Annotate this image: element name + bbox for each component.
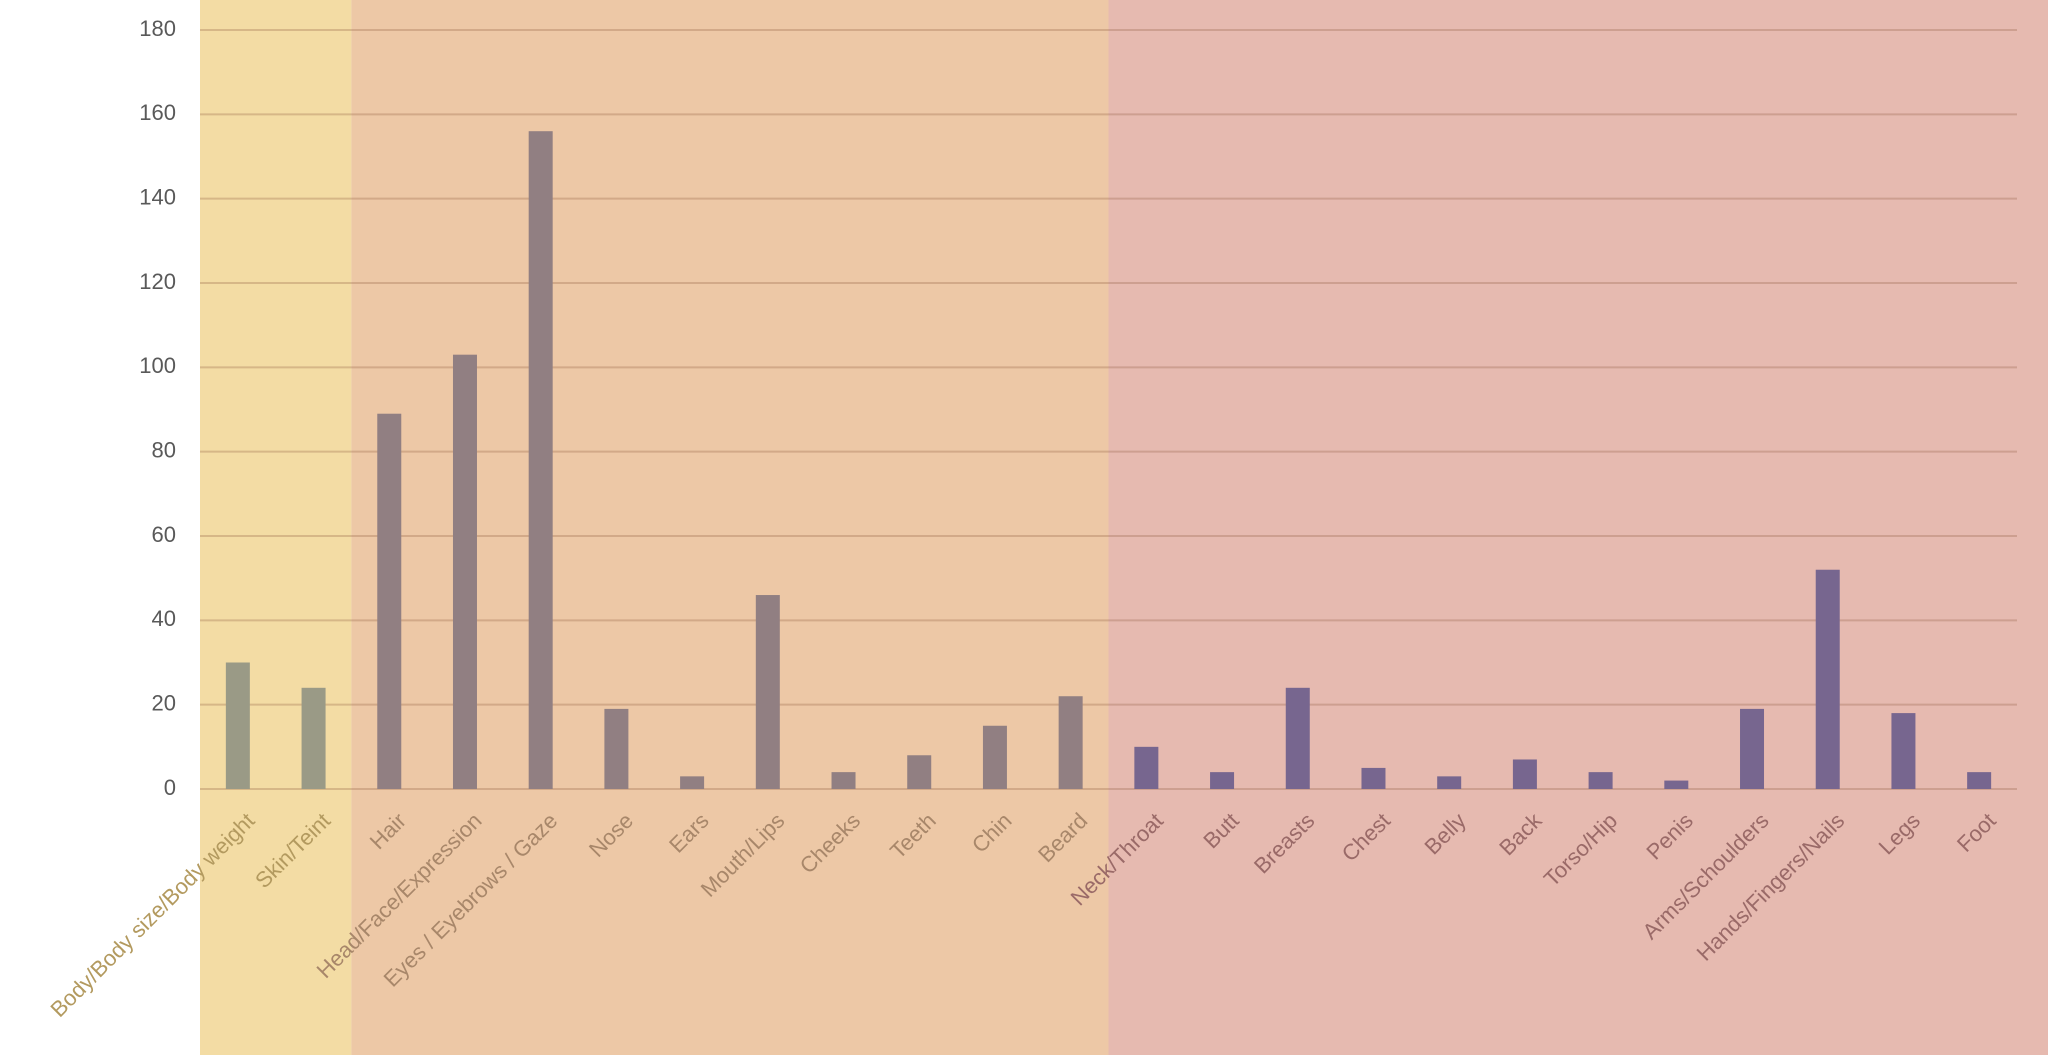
y-tick-label: 40	[152, 606, 176, 631]
y-tick-label: 120	[139, 269, 176, 294]
bar	[1361, 768, 1385, 789]
bar	[377, 414, 401, 789]
bar	[1059, 696, 1083, 789]
region-band	[1109, 0, 2048, 1055]
bar	[1816, 570, 1840, 789]
y-tick-label: 60	[152, 522, 176, 547]
bar	[1437, 776, 1461, 789]
bar	[832, 772, 856, 789]
bar	[1740, 709, 1764, 789]
y-tick-label: 180	[139, 16, 176, 41]
y-tick-label: 0	[164, 775, 176, 800]
bar	[604, 709, 628, 789]
y-tick-label: 160	[139, 100, 176, 125]
bar	[1134, 747, 1158, 789]
bar	[1891, 713, 1915, 789]
bar	[1513, 759, 1537, 789]
bar	[1589, 772, 1613, 789]
bar	[1286, 688, 1310, 789]
bar	[226, 663, 250, 790]
bar	[1967, 772, 1991, 789]
bar	[756, 595, 780, 789]
bar	[1664, 781, 1688, 789]
y-tick-label: 100	[139, 353, 176, 378]
bar	[453, 355, 477, 789]
bar	[680, 776, 704, 789]
bar	[983, 726, 1007, 789]
bar	[529, 131, 553, 789]
bar	[907, 755, 931, 789]
region-band	[200, 0, 351, 1055]
bar	[302, 688, 326, 789]
y-tick-label: 80	[152, 437, 176, 462]
y-tick-label: 140	[139, 184, 176, 209]
y-tick-label: 20	[152, 690, 176, 715]
bar	[1210, 772, 1234, 789]
